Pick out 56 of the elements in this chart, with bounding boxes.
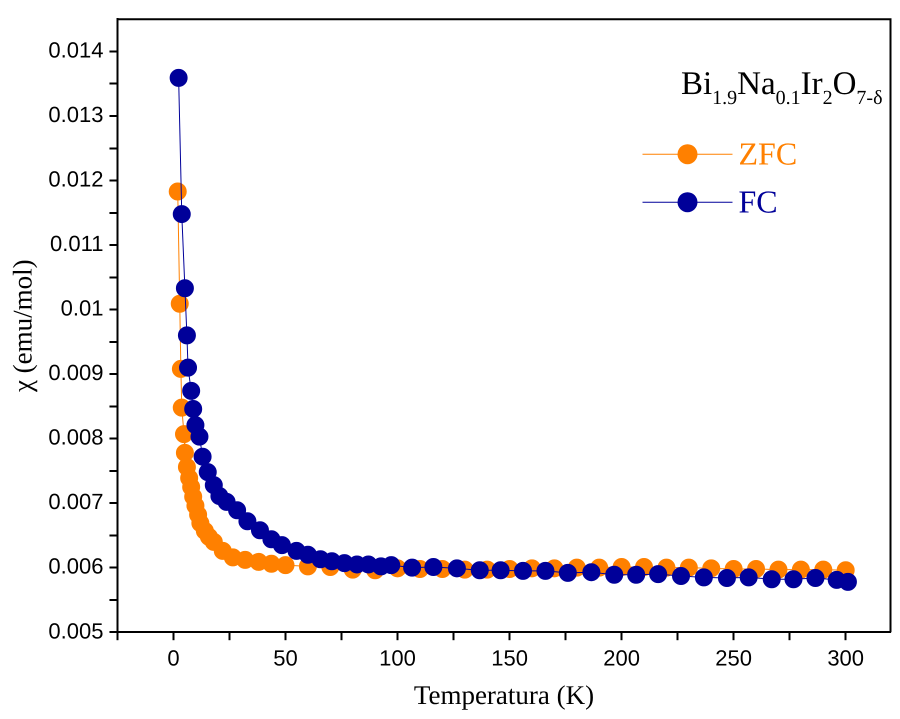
x-tick-label: 200: [603, 645, 640, 670]
y-tick-label: 0.005: [48, 618, 104, 644]
y-tick-label: 0.013: [48, 102, 104, 128]
x-tick-label: 50: [273, 645, 298, 670]
point: [627, 566, 646, 584]
point: [536, 562, 554, 580]
x-tick-label: 300: [827, 645, 864, 670]
y-tick-label: 0.014: [48, 38, 104, 63]
point: [718, 569, 736, 587]
legend-label: ZFC: [738, 136, 798, 172]
point: [179, 358, 198, 377]
point: [170, 294, 189, 313]
point: [649, 565, 668, 584]
point: [514, 562, 532, 580]
point: [470, 561, 489, 580]
x-tick-label: 100: [379, 645, 416, 670]
point: [424, 558, 442, 576]
y-tick-label: 0.008: [48, 424, 104, 450]
x-axis-title: Temperatura (K): [414, 680, 594, 710]
point: [194, 448, 212, 466]
x-tick-label: 150: [491, 645, 528, 670]
point: [762, 570, 781, 588]
point: [176, 279, 194, 298]
point: [403, 558, 422, 577]
point: [172, 205, 191, 224]
point: [238, 512, 256, 530]
point: [582, 563, 600, 582]
y-tick-label: 0.01: [60, 296, 104, 321]
point: [276, 556, 295, 574]
legend-label: FC: [738, 184, 778, 220]
point: [784, 570, 802, 588]
y-axis-title: χ (emu/mol): [7, 259, 38, 394]
x-tick-label: 250: [715, 645, 752, 670]
x-tick-label: 0: [167, 645, 180, 670]
point: [228, 501, 246, 520]
point: [250, 521, 269, 540]
y-tick-label: 0.006: [48, 554, 104, 579]
point: [694, 568, 713, 586]
point: [178, 326, 196, 344]
point: [184, 400, 202, 418]
point: [448, 559, 466, 578]
point: [170, 68, 188, 87]
point: [740, 568, 758, 586]
y-tick-label: 0.011: [50, 231, 104, 256]
point: [168, 182, 187, 200]
y-tick-label: 0.009: [48, 360, 104, 386]
point: [182, 382, 200, 400]
point: [190, 428, 208, 446]
point: [672, 567, 690, 586]
point: [558, 564, 577, 582]
point: [806, 569, 824, 587]
y-tick-label: 0.007: [48, 489, 104, 514]
point: [492, 561, 510, 580]
point: [272, 536, 291, 554]
y-tick-label: 0.012: [48, 166, 104, 192]
point: [605, 566, 624, 584]
